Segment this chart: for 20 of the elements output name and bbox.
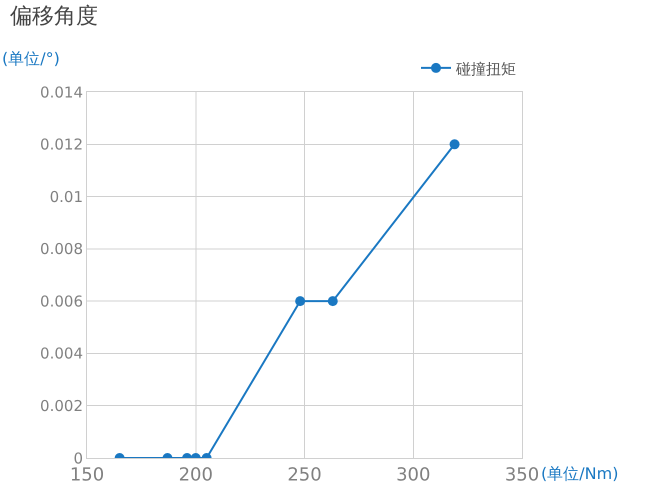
y-tick-label: 0.014 [40, 83, 83, 102]
chart-title: 偏移角度 [10, 4, 98, 29]
x-axis-title: (单位/Nm) [541, 464, 618, 483]
x-tick-label: 350 [504, 464, 540, 486]
y-tick-label: 0.008 [40, 240, 83, 258]
y-tick-label: 0.004 [40, 344, 83, 363]
point [450, 139, 460, 150]
y-tick-label: 0 [73, 449, 83, 468]
y-tick-label: 0.006 [40, 292, 83, 310]
x-tick-label: 200 [178, 464, 213, 486]
y-axis-title: (单位/°) [2, 49, 60, 68]
x-tick-label: 150 [70, 464, 104, 486]
y-tick-label: 0.012 [40, 136, 83, 154]
point [328, 296, 338, 306]
legend-label: 碰撞扭矩 [455, 60, 516, 78]
y-tick-label: 0.01 [50, 188, 83, 206]
y-tick-label: 0.002 [40, 396, 83, 415]
x-tick-label: 300 [396, 464, 430, 486]
x-tick-label: 250 [287, 464, 322, 486]
point [295, 296, 306, 306]
